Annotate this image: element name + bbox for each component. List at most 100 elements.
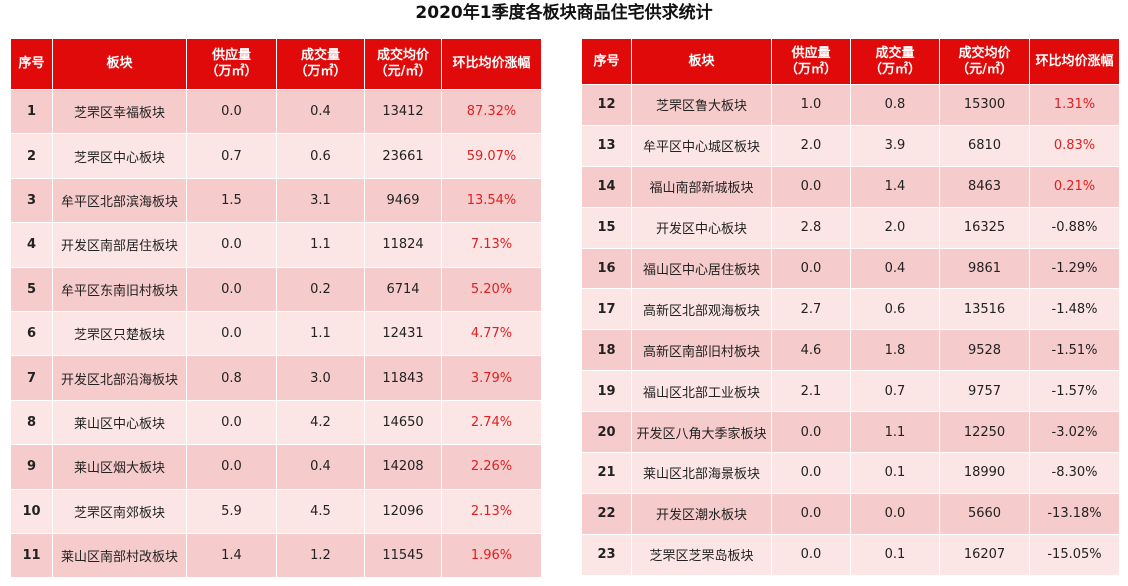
table-cell: 2.26% xyxy=(441,444,542,490)
table-row: 18 高新区南部旧村板块 4.6 1.8 9528 -1.51% xyxy=(581,329,1120,372)
table-cell: 0.0 xyxy=(771,247,851,290)
table-cell: 2.7 xyxy=(771,288,851,331)
table-cell: 福山区北部工业板块 xyxy=(631,370,772,413)
header-cell: 供应量 （万㎡） xyxy=(186,38,277,90)
table-row: 4 开发区南部居住板块 0.0 1.1 11824 7.13% xyxy=(10,222,542,268)
table-cell: 13 xyxy=(581,124,632,167)
table-cell: -1.57% xyxy=(1029,370,1120,413)
table-row: 22 开发区潮水板块 0.0 0.0 5660 -13.18% xyxy=(581,492,1120,535)
table-cell: 0.4 xyxy=(850,247,940,290)
table-cell: 4.77% xyxy=(441,310,542,357)
table-cell: 15 xyxy=(581,206,632,249)
table-cell: 13412 xyxy=(364,88,442,135)
table-cell: 23661 xyxy=(364,133,442,179)
table-cell: 13516 xyxy=(939,288,1030,331)
header-cell: 成交均价 （元/㎡） xyxy=(364,38,442,90)
table-cell: 7 xyxy=(10,355,53,401)
table-cell: 0.83% xyxy=(1029,124,1120,167)
table-cell: 5.20% xyxy=(441,266,542,312)
table-cell: 11 xyxy=(10,532,53,579)
table-cell: 3.9 xyxy=(850,124,940,167)
table-cell: 莱山区中心板块 xyxy=(52,399,187,446)
table-cell: 2.1 xyxy=(771,370,851,413)
table-row: 1 芝罘区幸福板块 0.0 0.4 13412 87.32% xyxy=(10,88,542,135)
table-cell: 牟平区中心城区板块 xyxy=(631,124,772,167)
table-cell: 8463 xyxy=(939,165,1030,208)
table-cell: 23 xyxy=(581,533,632,576)
table-cell: 0.0 xyxy=(186,310,277,357)
table-cell: 1.4 xyxy=(850,165,940,208)
table-cell: 高新区北部观海板块 xyxy=(631,288,772,331)
table-cell: 12 xyxy=(581,84,632,126)
table-row: 3 牟平区北部滨海板块 1.5 3.1 9469 13.54% xyxy=(10,177,542,224)
table-cell: 芝罘区芝罘岛板块 xyxy=(631,533,772,576)
table-cell: 18990 xyxy=(939,452,1030,494)
table-cell: -1.29% xyxy=(1029,247,1120,290)
table-row: 20 开发区八角大季家板块 0.0 1.1 12250 -3.02% xyxy=(581,411,1120,454)
table-cell: 0.21% xyxy=(1029,165,1120,208)
table-cell: 3 xyxy=(10,177,53,224)
table-cell: 10 xyxy=(10,488,53,534)
table-row: 10 芝罘区南郊板块 5.9 4.5 12096 2.13% xyxy=(10,488,542,534)
table-cell: -8.30% xyxy=(1029,452,1120,494)
table-cell: 高新区南部旧村板块 xyxy=(631,329,772,372)
table-cell: 15300 xyxy=(939,84,1030,126)
table-cell: 3.1 xyxy=(276,177,365,224)
table-cell: 5660 xyxy=(939,492,1030,535)
table-cell: 16207 xyxy=(939,533,1030,576)
table-row: 8 莱山区中心板块 0.0 4.2 14650 2.74% xyxy=(10,399,542,446)
table-cell: 0.0 xyxy=(186,266,277,312)
table-cell: 开发区中心板块 xyxy=(631,206,772,249)
supply-table: 序号 板块 供应量 （万㎡） 成交量 （万㎡） 成交均价 （元/㎡） 环比均价涨幅 12 芝罘… xyxy=(581,38,1120,576)
table-row: 16 福山区中心居住板块 0.0 0.4 9861 -1.29% xyxy=(581,247,1120,290)
table-cell: 22 xyxy=(581,492,632,535)
table-row: 15 开发区中心板块 2.8 2.0 16325 -0.88% xyxy=(581,206,1120,249)
table-cell: 14 xyxy=(581,165,632,208)
table-cell: 9861 xyxy=(939,247,1030,290)
table-cell: 0.4 xyxy=(276,444,365,490)
table-cell: 0.0 xyxy=(186,88,277,135)
table-cell: 0.0 xyxy=(186,399,277,446)
table-cell: 0.0 xyxy=(186,444,277,490)
table-cell: 5 xyxy=(10,266,53,312)
table-row: 17 高新区北部观海板块 2.7 0.6 13516 -1.48% xyxy=(581,288,1120,331)
table-row: 13 牟平区中心城区板块 2.0 3.9 6810 0.83% xyxy=(581,124,1120,167)
table-cell: 12431 xyxy=(364,310,442,357)
table-cell: 6810 xyxy=(939,124,1030,167)
table-cell: 6 xyxy=(10,310,53,357)
table-cell: 0.0 xyxy=(771,533,851,576)
table-cell: -0.88% xyxy=(1029,206,1120,249)
table-cell: 11824 xyxy=(364,222,442,268)
table-cell: 3.0 xyxy=(276,355,365,401)
table-cell: -1.48% xyxy=(1029,288,1120,331)
table-cell: 9 xyxy=(10,444,53,490)
table-cell: 芝罘区鲁大板块 xyxy=(631,84,772,126)
table-cell: 6714 xyxy=(364,266,442,312)
table-cell: 1.31% xyxy=(1029,84,1120,126)
table-row: 11 莱山区南部村改板块 1.4 1.2 11545 1.96% xyxy=(10,532,542,579)
header-cell: 成交量 （万㎡） xyxy=(276,38,365,90)
table-cell: 11545 xyxy=(364,532,442,579)
table-cell: -15.05% xyxy=(1029,533,1120,576)
table-cell: 17 xyxy=(581,288,632,331)
table-cell: 1.2 xyxy=(276,532,365,579)
table-cell: 0.4 xyxy=(276,88,365,135)
table-row: 12 芝罘区鲁大板块 1.0 0.8 15300 1.31% xyxy=(581,84,1120,126)
table-cell: -13.18% xyxy=(1029,492,1120,535)
header-cell: 环比均价涨幅 xyxy=(441,38,542,90)
table-cell: 0.6 xyxy=(850,288,940,331)
table-cell: 牟平区北部滨海板块 xyxy=(52,177,187,224)
table-cell: 开发区八角大季家板块 xyxy=(631,411,772,454)
table-cell: 11843 xyxy=(364,355,442,401)
table-cell: 2.74% xyxy=(441,399,542,446)
table-cell: 莱山区烟大板块 xyxy=(52,444,187,490)
table-row: 7 开发区北部沿海板块 0.8 3.0 11843 3.79% xyxy=(10,355,542,401)
table-cell: 芝罘区幸福板块 xyxy=(52,88,187,135)
table-cell: 2 xyxy=(10,133,53,179)
table-cell: 2.8 xyxy=(771,206,851,249)
header-cell: 成交量 （万㎡） xyxy=(850,38,940,85)
table-row: 6 芝罘区只楚板块 0.0 1.1 12431 4.77% xyxy=(10,310,542,357)
table-cell: 21 xyxy=(581,452,632,494)
table-cell: 0.0 xyxy=(771,492,851,535)
table-row: 5 牟平区东南旧村板块 0.0 0.2 6714 5.20% xyxy=(10,266,542,312)
